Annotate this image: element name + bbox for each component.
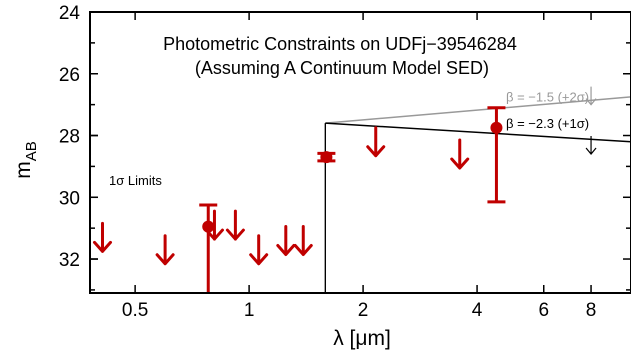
model-limit-arrow	[585, 86, 597, 106]
x-tick-label: 4	[472, 300, 483, 321]
y-tick-label: 24	[59, 3, 81, 24]
model-line	[325, 122, 631, 143]
model-label: β = −1.5 (+2σ)	[506, 90, 589, 105]
limits-label: 1σ Limits	[109, 173, 162, 188]
x-axis-label: λ [μm]	[333, 327, 391, 350]
svg-text:mAB: mAB	[12, 141, 40, 179]
plot-frame	[89, 11, 631, 294]
x-tick-label: 0.5	[122, 300, 148, 321]
detection-point	[202, 220, 215, 233]
y-axis-label-main: m	[12, 161, 35, 179]
annotations: β = −1.5 (+2σ) β = −2.3 (+1σ)	[506, 86, 597, 155]
x-tick-label: 6	[538, 300, 549, 321]
upper-limit-arrow	[366, 126, 386, 158]
model-label: β = −2.3 (+1σ)	[506, 116, 589, 131]
y-tick-label: 30	[59, 188, 80, 209]
x-tick-label: 8	[586, 300, 597, 321]
model-limit-arrow	[585, 136, 597, 155]
upper-limit-arrow	[276, 225, 296, 257]
chart-title-line-1: Photometric Constraints on UDFj−39546284	[163, 34, 517, 54]
y-tick-label: 32	[59, 250, 80, 271]
upper-limit-arrow	[293, 225, 313, 257]
y-axis-label-sub: AB	[23, 141, 40, 161]
y-tick-label: 28	[59, 127, 80, 148]
upper-limit-arrow	[450, 138, 470, 170]
upper-limit-arrow	[249, 234, 269, 266]
x-tick-label: 2	[358, 300, 369, 321]
y-tick-label: 26	[59, 65, 80, 86]
upper-limit-arrow	[155, 234, 175, 266]
model-line	[325, 96, 631, 124]
upper-limit-arrow	[225, 209, 245, 241]
data-markers	[92, 106, 506, 293]
detection-point	[490, 121, 503, 134]
chart-title-line-2: (Assuming A Continuum Model SED)	[195, 58, 489, 78]
upper-limit-arrow	[92, 221, 112, 253]
y-axis-label: mAB	[12, 141, 40, 179]
x-tick-label: 1	[244, 300, 255, 321]
detection-point	[320, 151, 333, 164]
